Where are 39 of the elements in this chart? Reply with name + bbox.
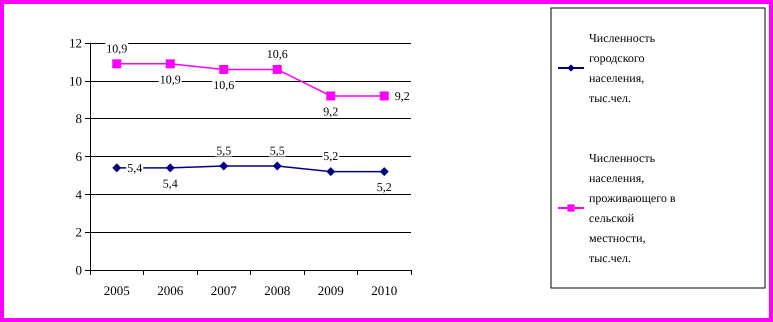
data-label: 5,2	[323, 149, 338, 164]
point	[380, 91, 389, 100]
data-label: 10,6	[266, 46, 288, 61]
y-tick-label: 8	[76, 111, 82, 126]
point	[272, 161, 282, 170]
data-label: 9,2	[394, 88, 410, 103]
point	[326, 91, 336, 100]
legend-label: Численность населения, проживающего в сельской местности, тыс.чел.	[589, 151, 678, 265]
data-label: 5,5	[270, 143, 285, 158]
point	[326, 167, 336, 176]
y-tick-label: 0	[76, 262, 82, 278]
y-tick-label: 10	[69, 73, 82, 88]
data-label: 5,2	[376, 180, 392, 194]
x-tick-label: 2008	[264, 283, 290, 298]
point	[166, 163, 175, 172]
x-tick-label: 2007	[210, 283, 238, 298]
legend-label: Численность городского населения, тыс.чел.	[589, 31, 658, 105]
data-label: 5,4	[127, 160, 142, 175]
data-label: 5,4	[162, 176, 178, 190]
y-tick-label: 2	[76, 224, 82, 240]
point	[380, 167, 389, 176]
point	[219, 161, 228, 170]
point	[166, 59, 175, 68]
x-tick-label: 2005	[104, 283, 130, 298]
point	[272, 64, 282, 74]
point	[112, 163, 122, 172]
data-label: 10,6	[213, 78, 234, 92]
y-tick-label: 4	[76, 186, 82, 202]
x-tick-label: 2006	[157, 283, 184, 298]
x-tick-label: 2009	[318, 283, 344, 298]
y-tick-label: 12	[69, 36, 82, 50]
data-label: 5,5	[216, 143, 232, 158]
x-tick-label: 2010	[371, 283, 398, 298]
y-tick-label: 6	[76, 149, 82, 164]
data-label: 10,9	[160, 72, 181, 86]
data-label: 10,9	[106, 41, 128, 56]
data-label: 9,2	[323, 104, 338, 118]
point	[219, 64, 228, 74]
point	[112, 59, 122, 68]
